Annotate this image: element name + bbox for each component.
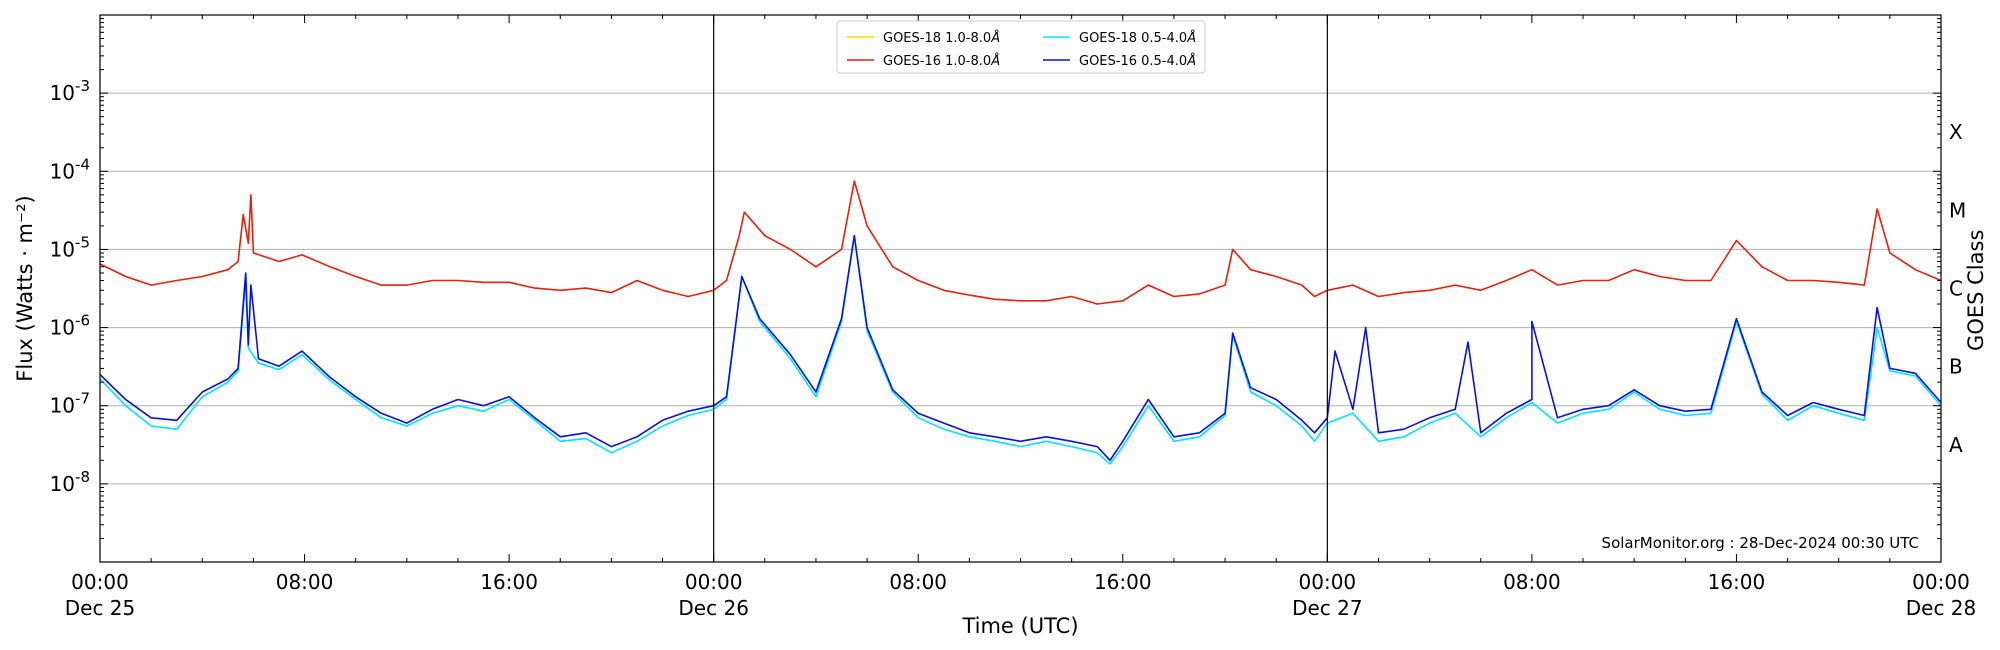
x-tick-label: 00:00: [71, 570, 129, 594]
legend-label: GOES-16 0.5-4.0Å: [1079, 53, 1196, 69]
y-tick-label: 10-5: [50, 233, 90, 261]
legend-label: GOES-16 1.0-8.0Å: [883, 53, 1000, 69]
x-tick-label: 16:00: [1708, 570, 1766, 594]
x-tick-date-label: Dec 27: [1292, 596, 1363, 620]
x-tick-label: 08:00: [276, 570, 334, 594]
series-line: [99, 234, 1942, 462]
y-tick-label: 10-3: [50, 77, 90, 105]
goes-class-label: A: [1949, 433, 1963, 457]
credit-annotation: SolarMonitor.org : 28-Dec-2024 00:30 UTC: [1602, 534, 1919, 552]
y-axis-title-right: GOES Class: [1964, 230, 1988, 351]
y-axis-title: Flux (Watts · m⁻²): [13, 195, 37, 381]
x-tick-label: 16:00: [480, 570, 538, 594]
legend-box: [836, 20, 1206, 74]
series-line: [99, 234, 1942, 465]
plot-frame: [99, 14, 1942, 563]
goes-class-label: C: [1949, 277, 1963, 301]
x-axis-title: Time (UTC): [961, 614, 1078, 638]
x-tick-date-label: Dec 26: [678, 596, 749, 620]
x-tick-label: 08:00: [1503, 570, 1561, 594]
y-tick-label: 10-4: [50, 155, 90, 183]
legend-label: GOES-18 0.5-4.0Å: [1079, 30, 1196, 46]
y-tick-label: 10-8: [50, 468, 90, 496]
x-tick-date-label: Dec 25: [65, 596, 136, 620]
series-line: [99, 180, 1942, 305]
y-tick-label: 10-7: [50, 390, 90, 418]
legend-label: GOES-18 1.0-8.0Å: [883, 30, 1000, 46]
goes-class-label: B: [1949, 355, 1963, 379]
x-tick-date-label: Dec 28: [1906, 596, 1977, 620]
x-tick-label: 16:00: [1094, 570, 1152, 594]
x-tick-label: 00:00: [685, 570, 743, 594]
goes-class-label: X: [1949, 120, 1963, 144]
y-tick-label: 10-6: [50, 312, 90, 340]
goes-class-label: M: [1949, 198, 1966, 222]
x-tick-label: 08:00: [889, 570, 947, 594]
x-tick-label: 00:00: [1299, 570, 1357, 594]
x-tick-label: 00:00: [1912, 570, 1970, 594]
